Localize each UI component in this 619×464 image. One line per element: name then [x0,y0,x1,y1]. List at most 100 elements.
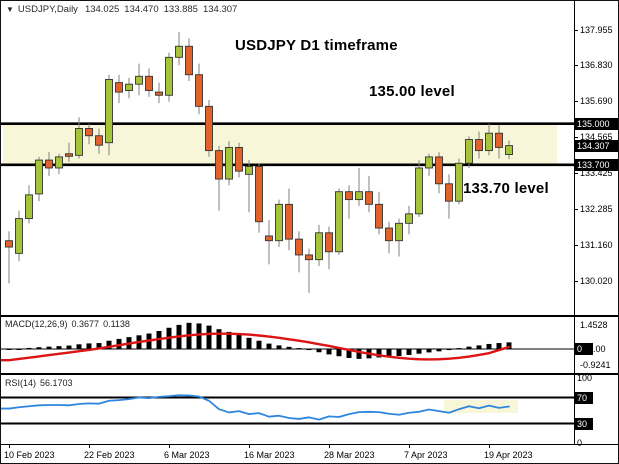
macd-histogram-bar [116,338,122,349]
macd-histogram-bar [506,342,512,349]
candle-body [135,75,143,85]
annotation-lower-level: 133.70 level [463,180,549,197]
time-label: 6 Mar 2023 [164,450,210,460]
candle-body [225,146,233,180]
candle-body [35,159,43,195]
price-axis-border [574,1,575,444]
price-tick-mark [574,173,578,175]
time-label: 19 Apr 2023 [484,450,533,460]
macd-histogram-bar [496,343,502,349]
price-tick-label: 133.425 [580,168,613,179]
time-label: 16 Mar 2023 [244,450,295,460]
macd-panel-separator[interactable] [1,315,618,317]
rsi-tick-label: 0 [577,437,583,448]
candle-body [195,74,203,107]
macd-label: MACD(12,26,9) 0.3677 0.1138 [5,319,134,329]
candle-body [305,254,313,261]
price-tick-mark [574,65,578,67]
price-tick-label: 132.285 [580,204,613,215]
macd-histogram-bar [36,347,42,349]
candle-body [445,183,453,202]
macd-histogram-bar [236,334,242,349]
candle-body [185,45,193,76]
macd-histogram-bar [206,325,212,349]
price-tick-mark [574,136,578,138]
price-tick-label: 131.160 [580,239,613,250]
candle-body [325,232,333,253]
lower-level-badge: 133.700 [575,158,618,171]
candle-body [215,150,223,180]
price-tick-label: 134.565 [580,131,613,142]
rsi-line [1,394,510,421]
time-label: 22 Feb 2023 [84,450,135,460]
candle-body [65,153,73,157]
price-tick-label: 135.690 [580,96,613,107]
macd-histogram-bar [6,349,12,350]
rsi-panel-separator[interactable] [1,373,618,375]
candle-body [175,45,183,58]
macd-histogram-bar [76,344,82,349]
time-axis[interactable]: 10 Feb 2023 22 Feb 2023 6 Mar 2023 16 Mar 2… [1,444,618,463]
macd-histogram-bar [86,343,92,349]
macd-histogram-bar [406,349,412,355]
macd-name: MACD(12,26,9) [5,319,68,329]
macd-histogram-bar [426,349,432,353]
chart-header: ▼ USDJPY,Daily 134.025 134.470 133.885 134.30… [6,4,242,15]
candle-body [475,139,483,152]
macd-histogram-bar [296,348,302,350]
macd-histogram-bar [356,349,362,359]
candlestick-chart[interactable] [1,1,574,315]
candle-body [125,83,133,91]
symbol-dropdown-icon[interactable]: ▼ [6,5,14,14]
rsi-indicator-chart[interactable] [1,376,574,444]
macd-histogram-bar [286,346,292,349]
candle-body [335,191,343,253]
macd-histogram-bar [196,323,202,349]
macd-indicator-chart[interactable] [1,317,574,373]
time-tick-mark [8,444,10,448]
macd-histogram-bar [266,343,272,349]
rsi-name: RSI(14) [5,378,37,388]
annotation-timeframe: USDJPY D1 timeframe [235,37,398,54]
candle-body [355,191,363,201]
macd-main-value: 0.3677 [71,319,100,329]
macd-histogram-bar [346,349,352,358]
candle-body [415,167,423,215]
time-tick-mark [88,444,90,448]
price-tick-mark [574,280,578,282]
candle-body [85,128,93,137]
time-label: 10 Feb 2023 [4,450,55,460]
macd-signal-line [1,332,511,362]
macd-histogram-bar [26,347,32,349]
macd-histogram-bar [216,329,222,349]
macd-histogram-bar [246,337,252,349]
candle-body [235,146,243,172]
time-tick-mark [328,444,330,448]
candle-body [315,232,323,261]
candle-body [105,79,113,144]
candle-body [255,165,263,223]
candle-body [265,235,273,242]
price-tick-mark [574,29,578,31]
macd-histogram-bar [226,331,232,349]
time-tick-mark [408,444,410,448]
macd-histogram-bar [486,343,492,349]
time-tick-mark [248,444,250,448]
time-label: 7 Apr 2023 [404,450,448,460]
candle-body [405,213,413,224]
candle-body [205,105,213,152]
rsi-highlight [444,400,518,413]
rsi-level-badge: 70 [575,391,593,404]
macd-signal-value: 0.1138 [103,319,130,329]
candle-body [345,191,353,201]
macd-histogram-bar [256,340,262,349]
time-axis-separator [1,444,618,445]
quote-high: 134.470 [124,4,159,15]
macd-histogram-bar [476,345,482,349]
candle-body [285,203,293,240]
quote-low: 133.885 [163,4,198,15]
macd-histogram-bar [316,349,322,353]
candle-body [55,156,63,169]
macd-tick-label: 1.4528 [580,320,608,330]
